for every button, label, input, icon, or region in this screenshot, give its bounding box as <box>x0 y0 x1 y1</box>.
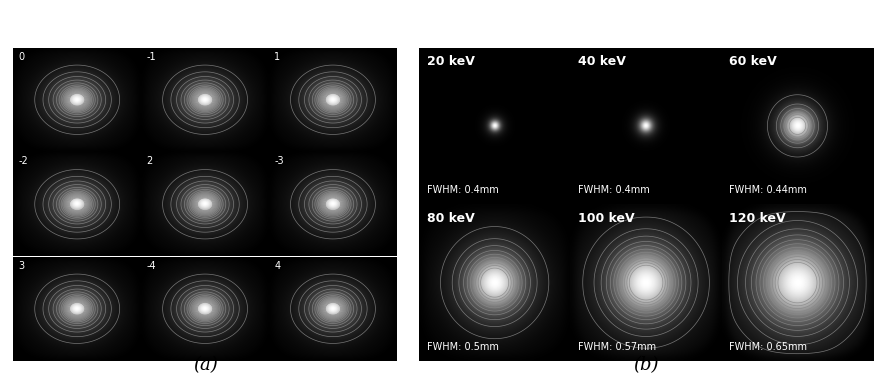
Text: -1: -1 <box>146 52 156 62</box>
Text: 60 keV: 60 keV <box>729 55 777 68</box>
Text: (a): (a) <box>192 356 218 374</box>
Text: 2: 2 <box>146 156 153 166</box>
Text: FWHM: 0.65mm: FWHM: 0.65mm <box>729 342 807 352</box>
Text: FWHM: 0.5mm: FWHM: 0.5mm <box>427 342 498 352</box>
Text: -3: -3 <box>274 156 284 166</box>
Text: FWHM: 0.44mm: FWHM: 0.44mm <box>729 185 807 195</box>
Text: (b): (b) <box>633 356 659 374</box>
Text: 40 keV: 40 keV <box>578 55 626 68</box>
Text: FWHM: 0.4mm: FWHM: 0.4mm <box>427 185 498 195</box>
Text: FWHM: 0.4mm: FWHM: 0.4mm <box>578 185 650 195</box>
Text: 0: 0 <box>19 52 25 62</box>
Text: 20 keV: 20 keV <box>427 55 475 68</box>
Text: 1: 1 <box>274 52 280 62</box>
Text: -4: -4 <box>146 261 156 271</box>
Text: 80 keV: 80 keV <box>427 212 475 225</box>
Text: 100 keV: 100 keV <box>578 212 634 225</box>
Text: 120 keV: 120 keV <box>729 212 786 225</box>
Text: 4: 4 <box>274 261 280 271</box>
Text: FWHM: 0.57mm: FWHM: 0.57mm <box>578 342 656 352</box>
Text: -2: -2 <box>19 156 28 166</box>
Text: 3: 3 <box>19 261 25 271</box>
